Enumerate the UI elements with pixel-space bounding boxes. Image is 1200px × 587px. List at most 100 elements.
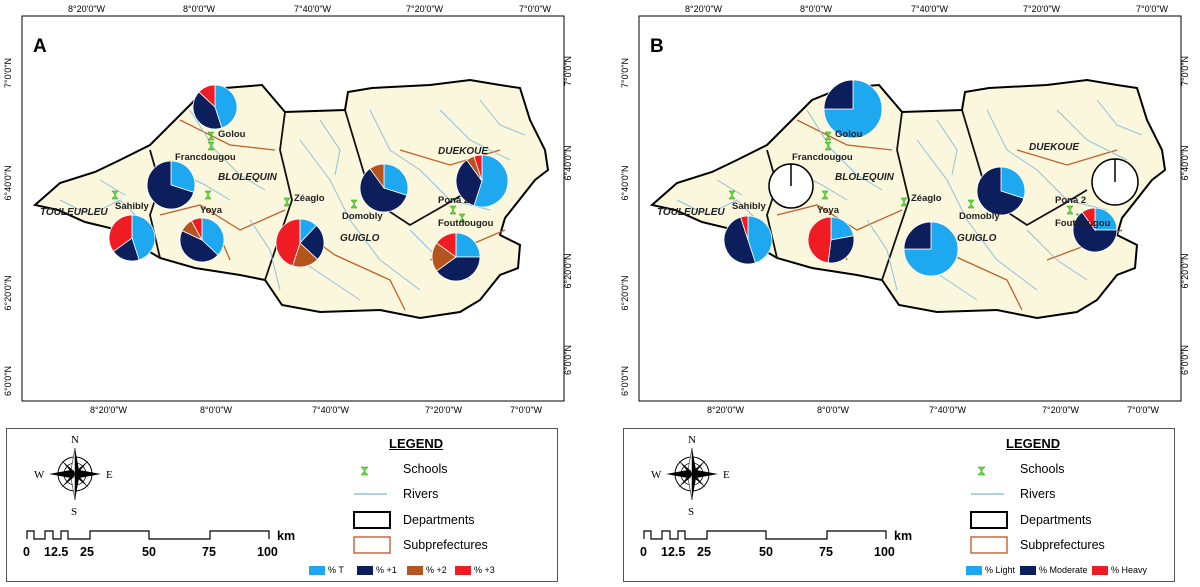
pie-slice	[359, 168, 408, 213]
pie-slice	[747, 215, 773, 264]
dept-blolequin: BLOLEQUIN	[835, 172, 894, 183]
school-francdougou	[207, 141, 215, 151]
legend-departments: Departments	[403, 513, 475, 527]
svg-text:N: N	[71, 434, 79, 446]
pie-z-aglo	[903, 221, 959, 277]
school-pona2	[449, 205, 457, 215]
rivers	[676, 99, 1143, 301]
school-golou	[207, 131, 215, 141]
pie-domobly	[359, 163, 409, 213]
pie-domobly	[976, 166, 1026, 216]
pie-golou	[823, 79, 883, 139]
y-tick-left: 7°0'0"N	[3, 57, 13, 89]
place-zeaglo: Zéaglo	[294, 193, 325, 204]
pie-slice	[1000, 166, 1026, 199]
dept-guiglo: GUIGLO	[340, 233, 380, 244]
y-tick-left: 6°20'0"N	[3, 275, 13, 311]
pie-slice	[436, 232, 457, 258]
y-tick-right: 7°0'0"N	[563, 55, 573, 87]
pie-slice	[473, 154, 509, 208]
dept-duekoue: DUEKOUE	[438, 146, 489, 157]
y-tick-right: 6°20'0"N	[1180, 253, 1190, 289]
x-tick-top: 7°0'0"W	[519, 4, 552, 14]
place-pona2: Pona 2	[438, 195, 470, 206]
school-sahibly	[728, 190, 736, 200]
pie-slice	[455, 159, 483, 207]
pie-legend-label: % Light	[985, 565, 1016, 575]
dept-touleupleu: TOULEUPLEU	[657, 207, 725, 218]
pie-charts-b	[723, 79, 1139, 277]
school-sahibly	[111, 190, 119, 200]
place-domobly: Domobly	[959, 211, 1000, 222]
panel-letter: A	[33, 36, 47, 57]
scale-unit: km	[894, 529, 913, 543]
pie-slice	[146, 160, 195, 210]
pie-slice	[198, 84, 216, 108]
pie-slice	[976, 166, 1025, 216]
legend-box: LEGEND N S W E	[623, 428, 1175, 582]
pie-yoya	[179, 217, 225, 263]
place-foutdougou: Foutdougou	[438, 218, 494, 229]
x-tick-top: 8°0'0"W	[800, 4, 833, 14]
pie-z-aglo	[275, 218, 325, 268]
map-b-svg	[638, 15, 1182, 402]
legend-schools: Schools	[403, 462, 448, 476]
school-francdougou	[824, 141, 832, 151]
scale-number: 0	[640, 545, 647, 559]
pie-slice	[473, 154, 483, 182]
x-tick-top: 7°40'0"W	[294, 4, 332, 14]
place-golou: Golou	[218, 129, 246, 140]
pie-legend-label: % Moderate	[1039, 565, 1088, 575]
y-tick-left: 7°0'0"N	[620, 57, 630, 89]
school-markers	[111, 131, 466, 223]
pie-legend-swatch	[309, 565, 325, 575]
y-tick-right: 6°0'0"N	[563, 344, 573, 376]
legend-graphics: N S W E	[643, 434, 1008, 554]
pie-slice	[823, 79, 883, 139]
pie-legend-swatch	[1092, 565, 1108, 575]
scale-number: 25	[697, 545, 711, 559]
svg-text:N: N	[688, 434, 696, 446]
school-yoya	[204, 190, 212, 200]
place-francdougou: Francdougou	[175, 152, 236, 163]
school-pona2	[1066, 205, 1074, 215]
x-tick-bottom: 8°20'0"W	[707, 405, 745, 415]
place-yoya: Yoya	[817, 205, 840, 216]
scale-number: 100	[257, 545, 278, 559]
pie-legend-label: % T	[328, 565, 344, 575]
y-tick-right: 7°0'0"N	[1180, 55, 1190, 87]
place-sahibly: Sahibly	[115, 201, 149, 212]
x-tick-bottom: 7°0'0"W	[1127, 405, 1160, 415]
svg-text:S: S	[688, 506, 694, 518]
pie-francdougou	[768, 163, 814, 209]
pie-slice	[383, 163, 409, 196]
school-golou	[824, 131, 832, 141]
y-tick-left: 6°20'0"N	[620, 275, 630, 311]
schools-legend-icon	[360, 466, 369, 476]
legend-title: LEGEND	[1006, 436, 1061, 451]
pie-legend-item: % T	[309, 565, 344, 575]
compass-rose-icon: N S W E	[651, 434, 730, 518]
pie-legend-label: % Heavy	[1111, 565, 1148, 575]
pie-slice	[179, 230, 219, 263]
x-tick-bottom: 7°20'0"W	[1042, 405, 1080, 415]
legend-schools: Schools	[1020, 462, 1065, 476]
pie-foutdougou	[1072, 207, 1118, 253]
pie-slice	[108, 214, 133, 253]
pie-legend-item: % Heavy	[1092, 565, 1147, 575]
svg-text:S: S	[71, 506, 77, 518]
school-domobly	[350, 199, 358, 209]
x-tick-bottom: 8°0'0"W	[817, 405, 850, 415]
compass-rose-icon: N S W E	[34, 434, 113, 518]
pie-slice	[214, 84, 238, 129]
legend-graphics: N S W E	[26, 434, 391, 554]
dept-touleupleu: TOULEUPLEU	[40, 207, 108, 218]
x-tick-bottom: 8°0'0"W	[200, 405, 233, 415]
pie-legend-label: % +2	[426, 565, 447, 575]
place-foutdougou: Foutdougou	[1055, 218, 1111, 229]
pie-yoya	[807, 216, 855, 264]
pie-pona-2	[1091, 158, 1139, 206]
legend-box: LEGEND N S W E	[6, 428, 558, 582]
x-tick-top: 7°40'0"W	[911, 4, 949, 14]
legend-subprefectures: Subprefectures	[403, 538, 488, 552]
